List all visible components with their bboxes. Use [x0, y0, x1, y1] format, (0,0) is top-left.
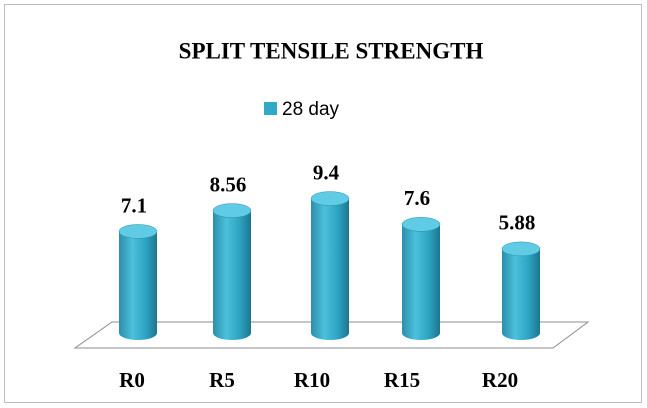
chart-title: SPLIT TENSILE STRENGTH — [179, 38, 484, 63]
cylinder-top — [212, 203, 252, 218]
x-tick-label: R10 — [294, 368, 330, 392]
cylinder — [311, 198, 349, 340]
cylinder-top — [310, 191, 350, 206]
legend-label: 28 day — [282, 99, 340, 120]
x-tick-label: R0 — [119, 368, 145, 392]
data-label: 7.1 — [121, 193, 147, 217]
data-label: 7.6 — [404, 186, 430, 210]
data-label: 9.4 — [313, 160, 340, 184]
x-tick-label: R15 — [384, 368, 420, 392]
cylinder — [119, 231, 157, 340]
cylinder-top — [118, 224, 158, 239]
cylinder-top — [501, 241, 541, 257]
x-tick-label: R20 — [482, 368, 518, 392]
cylinder-top — [401, 217, 441, 232]
cylinder — [402, 224, 440, 340]
cylinder — [502, 248, 540, 340]
x-tick-label: R5 — [209, 368, 235, 392]
cylinder — [213, 210, 251, 340]
legend-swatch — [264, 102, 277, 115]
data-label: 5.88 — [499, 211, 536, 235]
data-label: 8.56 — [210, 172, 247, 196]
